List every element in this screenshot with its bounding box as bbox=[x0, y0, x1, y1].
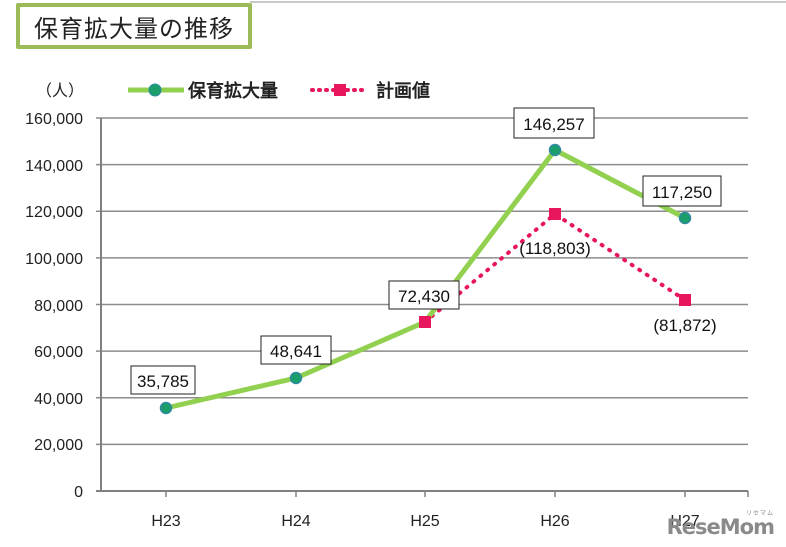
x-tick-labels: H23 H24 H25 H26 H27 bbox=[151, 513, 699, 530]
svg-text:60,000: 60,000 bbox=[34, 344, 83, 361]
data-label-h27: 117,250 bbox=[642, 175, 722, 207]
series-expansion-line bbox=[165, 147, 687, 411]
svg-text:H23: H23 bbox=[151, 513, 180, 530]
plan-label-h26: (118,803) bbox=[519, 239, 591, 258]
data-label-h26: 146,257 bbox=[513, 107, 595, 139]
y-tick-labels: 0 20,000 40,000 60,000 80,000 100,000 12… bbox=[25, 111, 83, 501]
svg-text:20,000: 20,000 bbox=[34, 437, 83, 454]
legend-label-plan: 計画値 bbox=[376, 80, 430, 102]
resemom-watermark-logo: リセマム ReseMom bbox=[666, 510, 775, 539]
y-axis-unit: （人） bbox=[36, 82, 84, 100]
svg-text:H26: H26 bbox=[540, 513, 569, 530]
watermark-text: ReseMom bbox=[666, 515, 775, 539]
plan-marker-h26 bbox=[549, 208, 561, 220]
svg-text:100,000: 100,000 bbox=[25, 251, 83, 268]
svg-text:40,000: 40,000 bbox=[34, 391, 83, 408]
data-label-h24: 48,641 bbox=[260, 335, 332, 365]
svg-text:160,000: 160,000 bbox=[25, 111, 83, 128]
svg-text:117,250: 117,250 bbox=[652, 183, 712, 202]
svg-text:H24: H24 bbox=[281, 513, 310, 530]
svg-text:35,785: 35,785 bbox=[137, 372, 189, 391]
svg-text:120,000: 120,000 bbox=[25, 204, 83, 221]
watermark-ruby: リセマム bbox=[745, 510, 774, 517]
top-rule bbox=[250, 1, 786, 3]
expansion-markers bbox=[159, 143, 692, 415]
svg-text:72,430: 72,430 bbox=[398, 287, 450, 306]
svg-text:0: 0 bbox=[74, 484, 83, 501]
plan-label-h27: (81,872) bbox=[653, 316, 716, 335]
svg-text:H27: H27 bbox=[670, 513, 699, 530]
legend: 保育拡大量 計画値 bbox=[128, 80, 430, 102]
legend-circle-marker-icon bbox=[148, 83, 162, 97]
gridlines bbox=[96, 117, 748, 446]
svg-text:140,000: 140,000 bbox=[25, 158, 83, 175]
plan-marker-h25 bbox=[419, 316, 431, 328]
svg-text:48,641: 48,641 bbox=[270, 342, 322, 361]
x-ticks bbox=[165, 491, 749, 497]
legend-square-marker-icon bbox=[334, 84, 346, 96]
plan-marker-h27 bbox=[679, 294, 691, 306]
svg-text:H25: H25 bbox=[410, 513, 439, 530]
svg-text:80,000: 80,000 bbox=[34, 298, 83, 315]
legend-label-expansion: 保育拡大量 bbox=[187, 80, 278, 102]
data-label-h23: 35,785 bbox=[130, 365, 196, 395]
data-label-h25: 72,430 bbox=[388, 280, 460, 310]
chart-title: 保育拡大量の推移 bbox=[16, 3, 252, 49]
svg-text:146,257: 146,257 bbox=[523, 115, 584, 134]
